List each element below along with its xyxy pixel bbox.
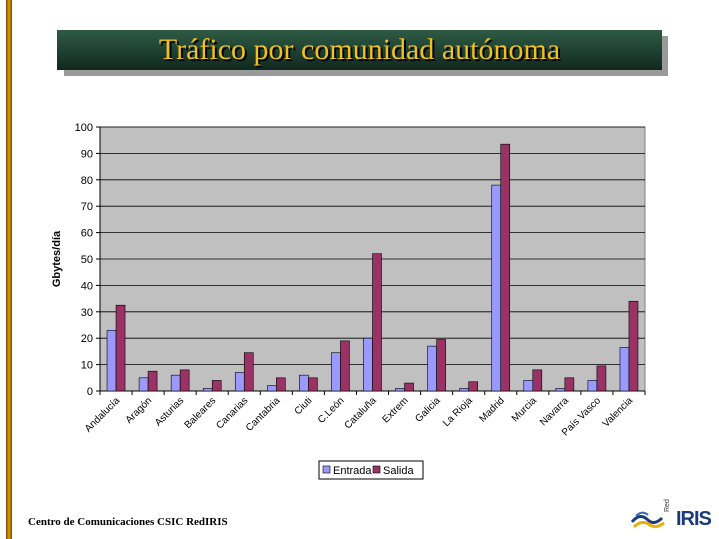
rediris-logo: Red IRIS [630, 499, 716, 536]
legend-swatch-entrada [322, 465, 331, 474]
bar-entrada [427, 345, 437, 392]
bar-salida [340, 340, 350, 392]
legend-label-entrada: Entrada [333, 465, 372, 477]
bar-salida [500, 143, 511, 392]
bar-entrada [555, 388, 566, 392]
bar-entrada [491, 184, 502, 392]
y-tick-label: 100 [75, 122, 93, 134]
x-category-label: C.León [316, 395, 347, 426]
logo-red-text: Red [664, 499, 671, 512]
y-tick-label: 50 [81, 254, 93, 266]
bar-salida [436, 339, 446, 392]
rediris-logo-icon [630, 511, 665, 529]
bar-salida [532, 369, 543, 392]
y-tick-label: 60 [81, 228, 93, 240]
y-tick-label: 90 [81, 148, 93, 160]
x-category-label: Cataluña [343, 395, 379, 431]
bar-entrada [331, 352, 341, 392]
y-tick-label: 40 [81, 280, 93, 292]
x-category-label: Galicia [413, 395, 443, 425]
bar-entrada [267, 385, 277, 392]
bar-entrada [299, 374, 309, 392]
x-category-label: Aragón [124, 395, 155, 426]
x-category-label: Valencia [601, 395, 636, 430]
footer-text: Centro de Comunicaciones CSIC RedIRIS [28, 516, 228, 528]
x-category-label: Ciuti [293, 395, 315, 417]
x-category-label: Cantabria [244, 395, 283, 434]
bar-salida [276, 377, 286, 392]
bar-salida [564, 377, 575, 392]
slide-title: Tráfico por comunidad autónoma [158, 33, 561, 66]
y-axis-title: Gbytes/día [51, 230, 63, 287]
left-accent-bar [6, 0, 12, 539]
y-tick-label: 20 [81, 333, 93, 345]
x-category-label: Madrid [477, 395, 506, 424]
legend-label-salida: Salida [383, 465, 414, 477]
bar-entrada [459, 388, 469, 392]
bar-entrada [106, 329, 117, 392]
bar-salida [115, 304, 126, 392]
logo-iris-text: IRIS [676, 508, 712, 530]
bar-salida [308, 377, 318, 392]
x-category-label: Baleares [183, 395, 219, 431]
bar-salida [147, 370, 158, 392]
bar-entrada [363, 337, 373, 392]
y-tick-label: 30 [81, 307, 93, 319]
bar-salida [404, 382, 414, 392]
bar-entrada [138, 377, 149, 392]
bar-entrada [619, 347, 630, 392]
bar-salida [211, 380, 222, 392]
bar-entrada [170, 374, 181, 392]
bar-entrada [202, 388, 213, 392]
bar-salida [596, 365, 607, 392]
legend-swatch-salida [372, 465, 381, 474]
bar-salida [243, 352, 254, 392]
x-category-label: Extrem [381, 395, 411, 425]
legend-box [318, 460, 424, 480]
y-tick-label: 80 [81, 175, 93, 187]
x-category-label: Andalucía [83, 395, 123, 435]
bar-salida [468, 381, 478, 392]
bar-entrada [234, 372, 245, 392]
x-category-label: Asturias [153, 395, 186, 428]
bar-entrada [523, 380, 534, 392]
bar-salida [372, 253, 382, 392]
bar-salida [179, 369, 190, 392]
title-banner: Tráfico por comunidad autónoma [57, 30, 662, 70]
bar-salida [628, 300, 639, 392]
bar-entrada [587, 380, 598, 392]
bar-entrada [395, 388, 405, 392]
y-tick-label: 10 [81, 360, 93, 372]
y-tick-label: 0 [87, 386, 93, 398]
x-category-label: La Rioja [441, 395, 475, 429]
y-tick-label: 70 [81, 201, 93, 213]
x-category-label: Murcia [510, 395, 539, 424]
